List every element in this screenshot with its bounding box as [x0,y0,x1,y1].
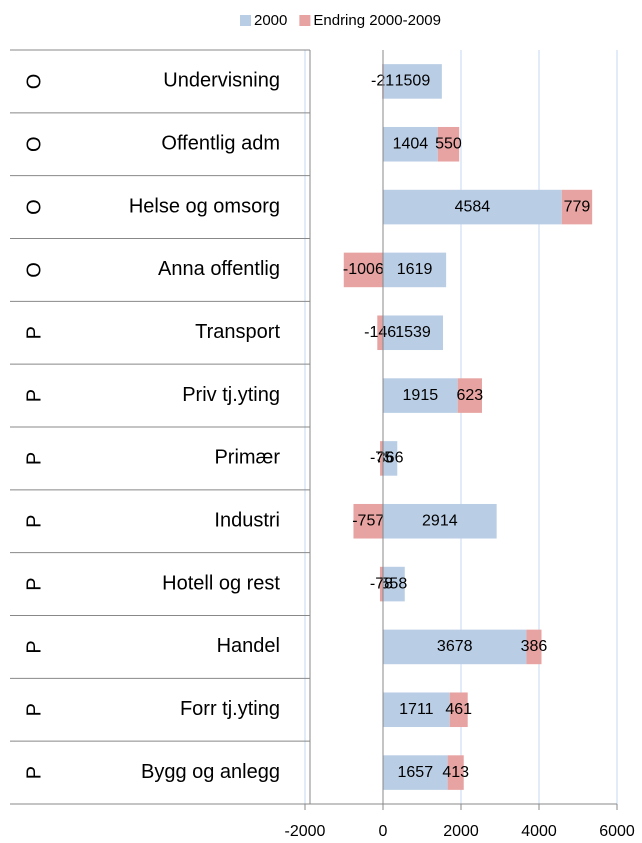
group-label: P [23,515,45,528]
bar [437,126,460,162]
category-label: Undervisning [163,70,280,92]
group-label: O [23,262,45,278]
legend-swatch [299,15,311,26]
bar [526,629,542,665]
bar [457,378,482,413]
bar [353,503,383,539]
legend-label: 2000 [254,12,287,29]
legend-swatch [240,15,251,26]
category-label: Forr tj.yting [180,698,280,720]
bar [343,252,383,288]
data-label: 386 [521,638,548,655]
bar [383,566,405,602]
group-label: P [23,452,45,465]
data-label: -146 [364,324,396,341]
group-label: P [23,703,45,716]
data-label: 779 [564,198,591,215]
group-label: P [23,577,45,590]
data-label: 461 [445,701,472,718]
data-label: 1404 [393,135,429,152]
bar [377,315,383,351]
bar [380,441,383,476]
bar [383,189,562,225]
data-label: 550 [435,135,462,152]
category-label: Priv tj.yting [182,384,280,406]
x-tick-label: 4000 [521,823,557,840]
group-label: O [23,136,45,152]
bar [383,126,438,162]
bar [561,189,593,225]
category-label: Anna offentlig [158,258,280,280]
data-label: 623 [456,387,483,404]
bar [383,64,442,99]
bar [383,252,447,288]
data-label: -75 [370,450,393,467]
bar [383,755,448,790]
x-tick-label: 2000 [443,823,479,840]
category-label: Bygg og anlegg [141,761,280,783]
bar [447,755,464,790]
data-label: -757 [352,512,384,529]
bar [383,692,450,728]
category-label: Handel [217,635,280,657]
category-label: Primær [214,447,280,469]
data-label: 1711 [399,701,434,718]
category-label: Transport [195,321,280,343]
x-tick-label: 6000 [599,823,635,840]
group-label: P [23,766,45,779]
bar [383,378,458,413]
bar [383,629,527,665]
x-tick-label: 0 [379,823,388,840]
category-label: Industri [214,510,280,532]
bar [379,566,383,602]
group-label: O [23,74,45,90]
data-label: 1915 [403,387,439,404]
category-label: Offentlig adm [161,133,280,155]
data-label: -1006 [343,261,384,278]
group-label: P [23,326,45,339]
bar [383,503,497,539]
group-label: P [23,640,45,653]
data-label: 3678 [437,638,473,655]
category-label: Hotell og rest [162,572,280,594]
data-label: 4584 [455,198,491,215]
category-label: Helse og omsorg [129,195,280,217]
bar [383,315,444,351]
group-label: O [23,199,45,215]
bar [383,441,398,476]
legend-label: Endring 2000-2009 [313,12,441,29]
data-label: 2914 [422,512,458,529]
data-label: 1539 [395,324,431,341]
data-label: 413 [442,764,469,781]
data-label: 1509 [395,73,431,90]
data-label: 1619 [397,261,433,278]
group-label: P [23,389,45,402]
data-label: 558 [381,575,408,592]
data-label: 1657 [398,764,434,781]
data-label: -78 [370,575,393,592]
bar [449,692,468,728]
x-tick-label: -2000 [285,823,326,840]
